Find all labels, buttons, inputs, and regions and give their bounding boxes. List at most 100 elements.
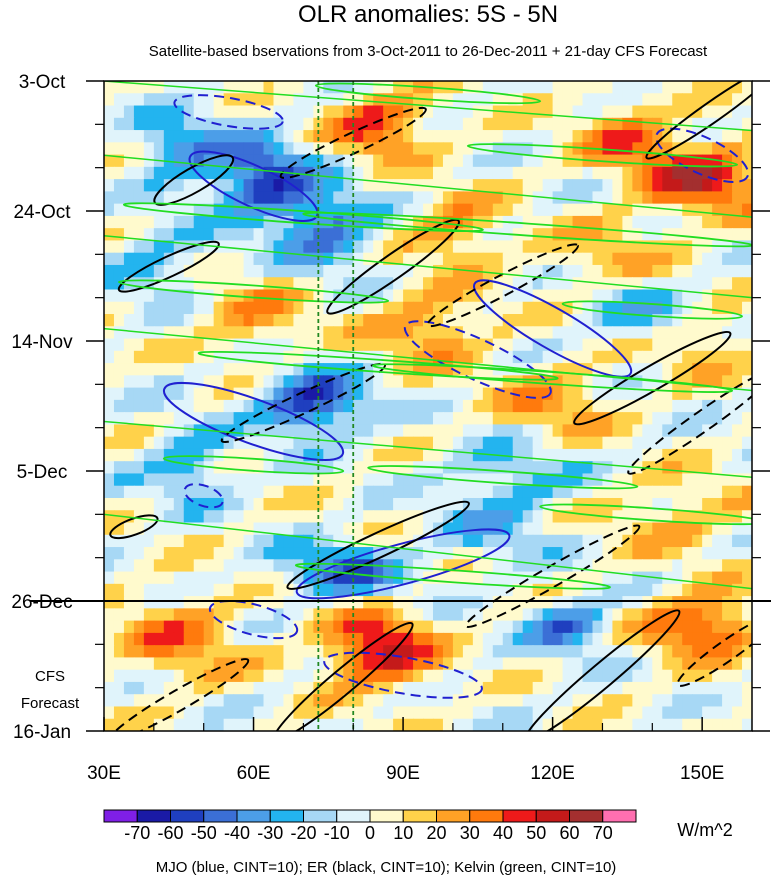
heatmap-cell [572,154,584,168]
heatmap-cell [672,240,683,254]
heatmap-cell [472,387,484,401]
heatmap-cell [143,583,155,597]
heatmap-cell [662,179,673,192]
heatmap-cell [442,191,454,205]
heatmap-cell [582,424,594,438]
heatmap-cell [482,534,494,548]
heatmap-cell [113,105,125,119]
heatmap-cell [432,375,444,389]
heatmap-cell [213,228,225,242]
heatmap-cell [193,485,205,499]
heatmap-cell [363,473,374,487]
heatmap-cell [732,179,743,192]
heatmap-cell [652,583,663,597]
heatmap-cell [542,424,554,438]
heatmap-cell [612,608,623,622]
heatmap-cell [163,534,175,548]
heatmap-cell [243,571,255,585]
heatmap-cell [233,718,245,731]
heatmap-cell [622,289,633,303]
heatmap-cell [293,142,304,156]
heatmap-cell [632,105,643,119]
heatmap-cell [562,436,574,450]
heatmap-cell [502,154,514,168]
heatmap-cell [682,534,693,548]
heatmap-cell [642,681,653,695]
heatmap-cell [442,559,454,573]
heatmap-cell [502,203,514,217]
heatmap-cell [452,718,464,731]
heatmap-cell [133,179,145,192]
heatmap-cell [403,657,414,671]
heatmap-cell [712,117,723,131]
heatmap-cell [482,338,494,352]
heatmap-cell [273,645,285,659]
heatmap-cell [193,277,205,291]
heatmap-cell [353,314,364,327]
heatmap-cell [542,301,554,315]
heatmap-cell [213,436,225,450]
heatmap-cell [303,277,314,291]
heatmap-cell [203,191,215,205]
heatmap-cell [612,326,623,340]
heatmap-cell [283,363,295,376]
heatmap-cell [532,620,544,634]
heatmap-cell [592,166,604,180]
heatmap-cell [682,497,693,511]
heatmap-cell [303,596,314,609]
heatmap-cell [692,657,703,671]
heatmap-cell [243,510,255,524]
heatmap-cell [602,669,614,683]
heatmap-cell [353,412,364,425]
heatmap-cell [562,301,574,315]
heatmap-cell [293,179,304,192]
heatmap-cell [303,166,314,180]
heatmap-cell [642,412,653,425]
heatmap-cell [133,301,145,315]
heatmap-cell [482,559,494,573]
heatmap-cell [582,718,594,731]
heatmap-cell [273,485,285,499]
heatmap-cell [492,657,504,671]
heatmap-cell [662,215,673,229]
heatmap-cell [393,461,404,475]
heatmap-cell [682,264,693,278]
heatmap-cell [732,81,743,94]
heatmap-cell [662,130,673,143]
heatmap-cell [193,596,205,609]
heatmap-cell [642,264,653,278]
heatmap-cell [163,448,175,462]
heatmap-cell [742,314,752,327]
heatmap-cell [682,706,693,720]
heatmap-cell [283,559,295,573]
heatmap-cell [432,387,444,401]
heatmap-cell [373,289,384,303]
heatmap-cell [592,252,604,266]
heatmap-cell [692,326,703,340]
heatmap-cell [163,632,175,646]
heatmap-cell [223,240,235,254]
heatmap-cell [143,448,155,462]
heatmap-cell [353,694,364,708]
colorbar-swatch [336,809,371,823]
heatmap-cell [522,301,534,315]
heatmap-cell [373,657,384,671]
heatmap-cell [173,657,185,671]
heatmap-cell [263,326,275,340]
heatmap-cell [542,338,554,352]
heatmap-cell [203,399,215,413]
heatmap-cell [263,461,275,475]
heatmap-cell [423,117,434,131]
heatmap-cell [413,154,424,168]
colorbar-level-label: -70 [124,823,150,843]
heatmap-cell [702,387,713,401]
heatmap-cell [552,632,564,646]
heatmap-cell [143,215,155,229]
heatmap-cell [323,534,334,548]
heatmap-cell [652,191,663,205]
heatmap-cell [293,338,304,352]
heatmap-cell [293,669,304,683]
heatmap-cell [343,424,354,438]
heatmap-cell [333,105,344,119]
heatmap-cell [383,93,394,107]
